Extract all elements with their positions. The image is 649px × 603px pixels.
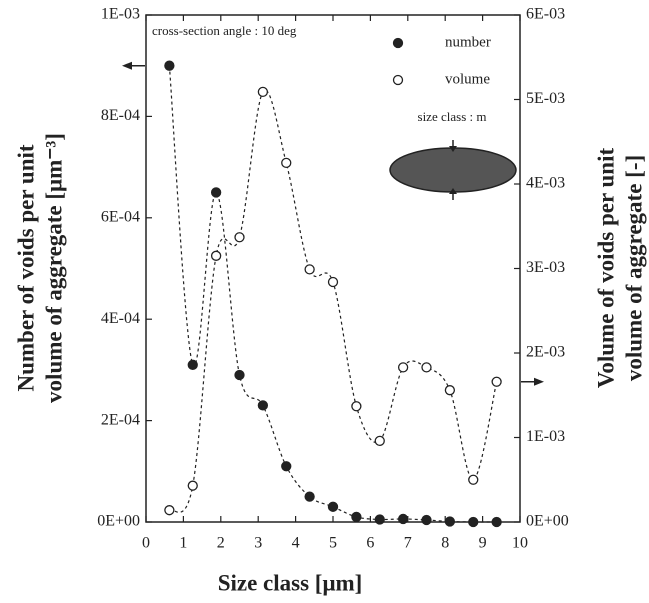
data-point xyxy=(257,86,269,98)
data-point xyxy=(421,514,432,526)
data-point xyxy=(164,60,175,71)
y2-tick-label: 5E-03 xyxy=(526,90,565,107)
data-point xyxy=(257,400,269,411)
data-point xyxy=(491,516,502,528)
data-point xyxy=(304,264,315,275)
inset-arrow-head xyxy=(449,188,457,194)
data-point xyxy=(374,514,385,525)
inset-ellipse xyxy=(389,147,517,193)
x-tick-label: 9 xyxy=(479,535,487,552)
y2-tick-label: 0E+00 xyxy=(526,513,569,530)
data-point xyxy=(491,376,502,387)
y-tick-label: 4E-04 xyxy=(101,310,140,327)
data-point xyxy=(444,516,456,527)
y2-tick-label: 4E-03 xyxy=(526,175,565,192)
x-tick-label: 8 xyxy=(441,535,449,552)
y-tick-label: 2E-04 xyxy=(101,411,140,428)
x-axis-title: Size class [μm] xyxy=(218,570,363,595)
data-point xyxy=(468,474,479,485)
axis-arrow-head xyxy=(534,377,544,386)
data-point xyxy=(210,187,222,198)
y-tick-label: 6E-04 xyxy=(101,208,140,225)
legend-marker xyxy=(392,37,404,49)
y2-axis-title: Volume of voids per unit xyxy=(593,148,618,389)
data-point xyxy=(374,435,385,447)
series-line xyxy=(168,65,497,523)
plot-frame xyxy=(145,14,521,523)
y-tick-label: 1E-03 xyxy=(101,6,140,23)
x-tick-label: 7 xyxy=(404,535,412,552)
annotation: cross-section angle : 10 deg xyxy=(152,23,297,38)
data-point xyxy=(397,362,409,373)
data-point xyxy=(468,516,479,528)
y-axis-title: Number of voids per unit xyxy=(13,144,38,391)
data-point xyxy=(397,513,409,525)
data-point xyxy=(304,491,315,502)
x-tick-label: 5 xyxy=(329,535,337,552)
data-point xyxy=(234,369,245,381)
y-tick-label: 8E-04 xyxy=(101,107,140,124)
data-point xyxy=(327,276,339,288)
x-tick-label: 6 xyxy=(366,535,374,552)
legend-label: volume xyxy=(445,71,490,87)
x-tick-label: 2 xyxy=(217,535,225,552)
x-tick-label: 10 xyxy=(512,535,528,552)
data-point xyxy=(234,232,245,243)
data-point xyxy=(421,362,432,373)
x-tick-label: 1 xyxy=(179,535,187,552)
y2-tick-label: 3E-03 xyxy=(526,259,565,276)
y-tick-label: 0E+00 xyxy=(97,513,140,530)
data-point xyxy=(327,501,339,512)
x-tick-label: 4 xyxy=(292,535,300,552)
x-tick-label: 3 xyxy=(254,535,262,552)
y2-tick-label: 6E-03 xyxy=(526,6,565,23)
legend-label: number xyxy=(445,34,491,50)
data-point xyxy=(187,359,198,370)
data-point xyxy=(281,461,292,472)
data-point xyxy=(444,385,456,396)
y2-tick-label: 2E-03 xyxy=(526,344,565,361)
y-axis-title: volume of aggregate [μm⁻³] xyxy=(41,133,66,403)
y2-tick-label: 1E-03 xyxy=(526,428,565,445)
data-point xyxy=(210,250,222,261)
data-point xyxy=(164,505,175,516)
inset-arrow-head xyxy=(449,146,457,152)
axis-arrow-head xyxy=(122,61,132,70)
data-point xyxy=(351,511,362,523)
y2-axis-title: volume of aggregate [-] xyxy=(621,155,646,381)
data-point xyxy=(281,157,292,169)
x-tick-label: 0 xyxy=(142,535,150,552)
data-point xyxy=(187,480,198,491)
data-point xyxy=(351,401,362,412)
legend-marker xyxy=(392,74,404,86)
inset-label: size class : m xyxy=(418,109,487,124)
